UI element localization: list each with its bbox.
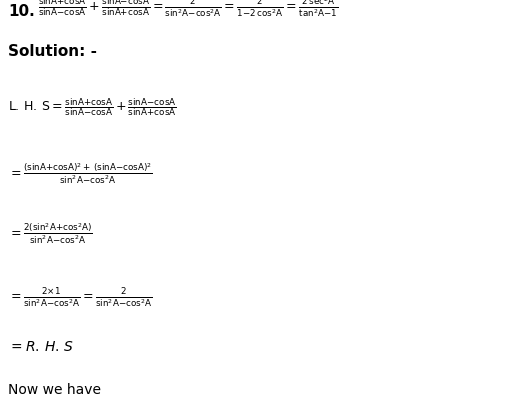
Text: 10.: 10.: [8, 4, 35, 19]
Text: $= R.\,H.\,S$: $= R.\,H.\,S$: [8, 340, 74, 354]
Text: $\mathregular{\frac{sinA{+}cosA}{sinA{-}cosA}+\frac{sinA{-}cosA}{sinA{+}cosA}=\f: $\mathregular{\frac{sinA{+}cosA}{sinA{-}…: [38, 0, 337, 19]
Text: $\mathregular{=\frac{2{\times}1}{sin^2A{-}cos^2A}=\frac{2}{sin^2A{-}cos^2A}}$: $\mathregular{=\frac{2{\times}1}{sin^2A{…: [8, 287, 152, 310]
Text: $\mathregular{L.\,H.\,S=\frac{sinA{+}cosA}{sinA{-}cosA}+\frac{sinA{-}cosA}{sinA{: $\mathregular{L.\,H.\,S=\frac{sinA{+}cos…: [8, 97, 176, 118]
Text: $\mathregular{=\frac{(sinA{+}cosA)^2+\,(sinA{-}cosA)^2}{sin^2A{-}cos^2A}}$: $\mathregular{=\frac{(sinA{+}cosA)^2+\,(…: [8, 162, 153, 186]
Text: $\mathregular{=\frac{2(sin^2A{+}cos^2A)}{sin^2A{-}cos^2A}}$: $\mathregular{=\frac{2(sin^2A{+}cos^2A)}…: [8, 222, 92, 246]
Text: Solution: -: Solution: -: [8, 44, 97, 59]
Text: Now we have: Now we have: [8, 383, 101, 397]
